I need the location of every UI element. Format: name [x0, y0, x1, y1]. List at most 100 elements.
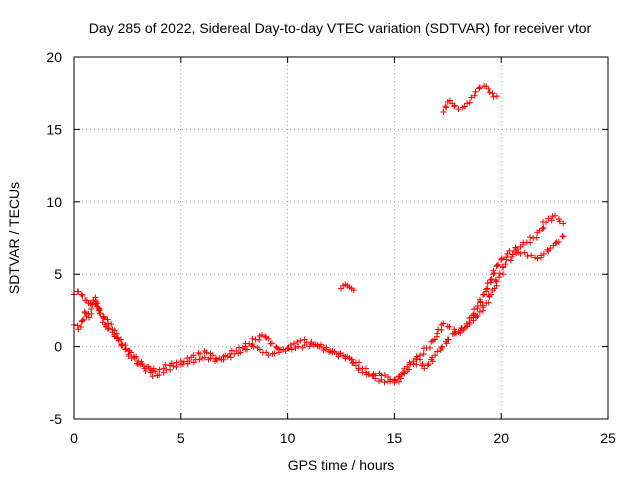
data-point-main-b [137, 361, 144, 368]
data-point-high-arc [461, 103, 468, 110]
data-point-main-a [548, 217, 555, 224]
data-point-main-a [498, 255, 505, 262]
x-tick-label: 15 [387, 430, 403, 446]
x-tick-label: 20 [493, 430, 509, 446]
data-point-high-arc [486, 89, 493, 96]
data-point-main-b [97, 310, 104, 317]
data-point-main-b [365, 371, 372, 378]
data-point-main-b [122, 346, 129, 353]
y-axis-label: SDTVAR / TECUs [6, 182, 22, 294]
data-point-main-b [105, 325, 112, 332]
data-point-main-b [244, 346, 251, 353]
data-point-main-b [271, 350, 278, 357]
data-point-main-a [552, 212, 559, 219]
data-point-main-b [288, 346, 295, 353]
data-point-main-a [74, 322, 81, 329]
data-point-main-b [265, 352, 272, 359]
data-point-main-b [474, 313, 481, 320]
data-point-main-b [79, 292, 86, 299]
data-point-main-b [220, 356, 227, 363]
data-point-high-arc [476, 84, 483, 91]
data-point-main-b [277, 346, 284, 353]
data-point-main-b [250, 343, 257, 350]
data-point-main-b [167, 366, 174, 373]
data-point-main-b [196, 356, 203, 363]
data-point-main-b [329, 349, 336, 356]
data-point-high-arc [485, 85, 492, 92]
data-point-main-b [552, 240, 559, 247]
data-point-main-a [268, 340, 275, 347]
plot-area-border [73, 56, 609, 420]
data-point-main-b [160, 369, 167, 376]
data-point-main-a [487, 276, 494, 283]
data-point-main-a [256, 336, 263, 343]
data-point-main-a [325, 348, 332, 355]
data-point-main-b [521, 249, 528, 256]
data-point-main-a [470, 306, 477, 313]
data-point-main-b [485, 299, 492, 306]
data-point-main-a [203, 349, 210, 356]
data-point-main-b [560, 233, 567, 240]
data-point-main-b [149, 373, 156, 380]
x-tick-label: 25 [600, 430, 616, 446]
data-point-main-a [543, 219, 550, 226]
data-point-main-a [495, 261, 502, 268]
y-tick-label: 5 [54, 266, 62, 282]
data-point-main-b [100, 313, 107, 320]
y-tick-label: -5 [50, 411, 63, 427]
data-point-main-b [532, 254, 539, 261]
data-point-main-b [496, 274, 503, 281]
data-point-main-a [92, 294, 99, 301]
data-point-main-a [381, 371, 388, 378]
data-point-main-a [514, 246, 521, 253]
data-point-main-b [323, 344, 330, 351]
data-point-main-b [438, 345, 445, 352]
data-point-main-a [484, 285, 491, 292]
data-point-main-b [488, 291, 495, 298]
data-point-main-a [540, 224, 547, 231]
x-tick-label: 5 [177, 430, 185, 446]
data-point-main-b [429, 358, 436, 365]
data-point-main-b [424, 362, 431, 369]
data-point-main-b [496, 270, 503, 277]
data-point-main-b [493, 278, 500, 285]
data-point-main-a [539, 225, 546, 232]
data-point-main-a [477, 296, 484, 303]
data-point-high-arc [468, 94, 475, 101]
data-point-main-b [392, 376, 399, 383]
data-point-high-arc [451, 102, 458, 109]
data-point-main-b [92, 300, 99, 307]
data-point-main-a [262, 333, 269, 340]
data-point-main-a [438, 326, 445, 333]
data-point-main-b [348, 356, 355, 363]
data-point-high-arc [451, 103, 458, 110]
data-point-main-b [340, 352, 347, 359]
data-point-main-a [420, 350, 427, 357]
data-point-main-a [258, 332, 265, 339]
data-point-main-b [413, 361, 420, 368]
data-point-main-a [527, 239, 534, 246]
data-point-main-b [111, 331, 118, 338]
data-point-main-b [370, 372, 377, 379]
y-tick-label: 0 [54, 339, 62, 355]
data-point-main-a [152, 368, 159, 375]
data-point-main-a [236, 344, 242, 351]
data-point-main-b [538, 254, 545, 261]
data-point-main-a [190, 352, 197, 359]
data-point-main-b [421, 365, 428, 372]
data-point-main-b [397, 375, 404, 382]
data-point-main-a [287, 341, 294, 348]
data-point-main-b [540, 250, 547, 257]
data-point-main-b [417, 356, 424, 363]
data-point-high-arc [471, 92, 478, 99]
data-point-high-arc [489, 90, 496, 97]
data-point-main-b [199, 355, 206, 362]
data-point-main-a [440, 320, 447, 327]
data-point-main-a [88, 305, 95, 312]
data-point-main-a [162, 361, 169, 368]
data-points [71, 82, 567, 386]
data-point-high-arc [440, 109, 447, 116]
x-tick-label: 10 [280, 430, 296, 446]
data-point-main-b [141, 365, 148, 372]
